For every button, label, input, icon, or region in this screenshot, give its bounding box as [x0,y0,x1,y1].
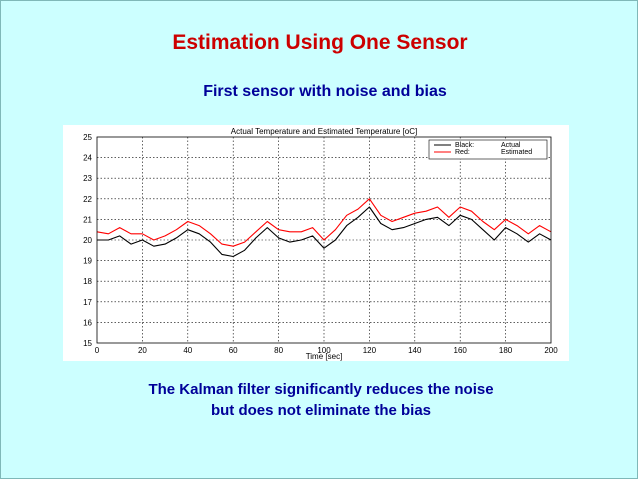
series-layer [96,198,552,258]
x-tick-label: 180 [499,346,513,355]
y-tick-label: 16 [83,318,92,327]
y-tick-label: 17 [83,298,92,307]
chart-title: Actual Temperature and Estimated Tempera… [231,127,417,136]
legend-label: Actual [501,142,521,149]
legend-label: Estimated [501,149,532,156]
caption-line-1: The Kalman filter significantly reduces … [148,381,494,398]
y-tick-label: 25 [83,133,92,142]
caption: The Kalman filter significantly reduces … [61,379,581,421]
legend: Black: Actual Red: Estimated [428,139,548,160]
y-tick-label: 19 [83,257,92,266]
x-tick-label: 80 [274,346,283,355]
caption-line-2: but does not eliminate the bias [210,402,432,419]
x-tick-label: 140 [408,346,422,355]
y-tick-label: 20 [83,236,92,245]
legend-key: Black: [455,142,474,149]
x-axis-label: Time [sec] [306,352,343,361]
x-tick-label: 20 [138,346,147,355]
y-tick-label: 15 [83,339,92,348]
x-tick-label: 160 [454,346,468,355]
chart-frame: 0 20 40 60 80 100 120 140 160 180 200 15 16 17 18 19 20 2… [63,125,569,361]
y-tick-label: 18 [83,277,92,286]
legend-key: Red: [455,149,470,156]
axes: 0 20 40 60 80 100 120 140 160 180 200 15 16 17 18 19 20 2… [83,127,558,361]
x-tick-label: 60 [229,346,238,355]
x-tick-label: 100 [317,346,331,355]
series-line-actual [97,206,552,258]
x-tick-label: 40 [183,346,192,355]
slide-subtitle: First sensor with noise and bias [203,83,447,100]
y-tick-label: 21 [83,215,92,224]
x-tick-label: 120 [363,346,377,355]
series-line-estimated [96,198,552,247]
x-tick-label: 200 [544,346,558,355]
temperature-chart: 0 20 40 60 80 100 120 140 160 180 200 15 16 17 18 19 20 2… [83,127,558,361]
x-tick-label: 0 [95,346,100,355]
slide-title: Estimation Using One Sensor [172,31,468,54]
plot-area-border [96,136,552,344]
legend-box [428,139,548,160]
y-tick-label: 22 [83,195,92,204]
y-tick-label: 23 [83,174,92,183]
y-tick-label: 24 [83,154,92,163]
